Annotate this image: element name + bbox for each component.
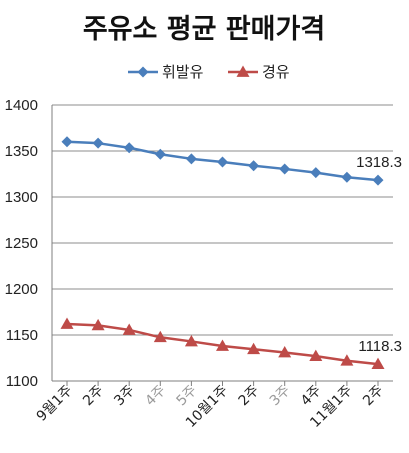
x-tick-label: 2주	[360, 382, 387, 409]
data-point	[341, 171, 353, 183]
x-tick-label: 2주	[236, 382, 263, 409]
y-tick-label: 1150	[6, 327, 38, 344]
data-point	[216, 339, 229, 351]
x-tick-label: 3주	[111, 382, 138, 409]
data-point	[340, 354, 354, 366]
data-label: 1318.3	[356, 154, 402, 171]
data-point	[92, 137, 104, 149]
series-1	[61, 136, 384, 186]
data-point	[372, 174, 384, 186]
data-point	[217, 156, 228, 168]
series-layer	[60, 136, 385, 370]
legend-item: 휘발유	[128, 63, 204, 81]
data-point	[122, 323, 136, 335]
legend-item: 경유	[228, 63, 290, 81]
legend-label: 휘발유	[162, 63, 204, 81]
data-point	[154, 148, 166, 160]
data-point	[248, 160, 260, 172]
y-tick-label: 1200	[5, 281, 38, 298]
data-point	[153, 330, 167, 343]
legend-marker	[137, 66, 149, 78]
y-tick-label: 1400	[5, 97, 38, 114]
data-point	[247, 342, 261, 355]
legend: 휘발유 경유	[128, 63, 290, 81]
data-point	[185, 153, 197, 165]
legend-marker	[236, 65, 250, 77]
data-point	[60, 317, 74, 329]
data-point	[91, 318, 105, 331]
series-2	[60, 317, 385, 370]
gridlines	[52, 104, 393, 336]
y-tick-label: 1100	[6, 373, 38, 390]
data-point	[184, 334, 198, 347]
x-tick-label: 4주	[142, 382, 169, 409]
x-tick-label: 2주	[80, 382, 107, 409]
x-tick-label: 3주	[267, 382, 294, 409]
y-tick-label: 1350	[5, 143, 38, 160]
data-point	[309, 349, 323, 362]
legend-label: 경유	[262, 63, 290, 81]
x-tick-label: 9월1주	[34, 382, 76, 424]
data-point	[123, 142, 135, 154]
data-point	[279, 163, 291, 175]
annotations: 1318.3 1118.3	[356, 154, 402, 355]
chart-title: 주유소 평균 판매가격	[83, 14, 325, 45]
data-point	[61, 136, 73, 148]
data-label: 1118.3	[358, 338, 402, 355]
y-tick-label: 1300	[5, 189, 38, 206]
data-point	[310, 167, 322, 179]
data-point	[278, 345, 292, 358]
y-tick-label: 1250	[5, 235, 38, 252]
data-point	[371, 357, 385, 370]
